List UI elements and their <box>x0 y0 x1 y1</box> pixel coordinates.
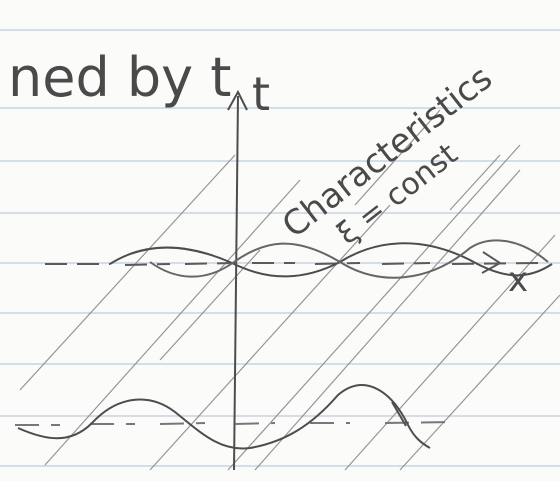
t-axis-label: t <box>252 67 270 121</box>
lower-wave <box>17 384 431 450</box>
x-axis-label: x <box>508 260 528 300</box>
t-axis <box>227 89 248 471</box>
upper-wave <box>109 239 553 279</box>
heading-fragment: ned by t <box>8 46 231 109</box>
lower-baseline <box>15 421 456 426</box>
